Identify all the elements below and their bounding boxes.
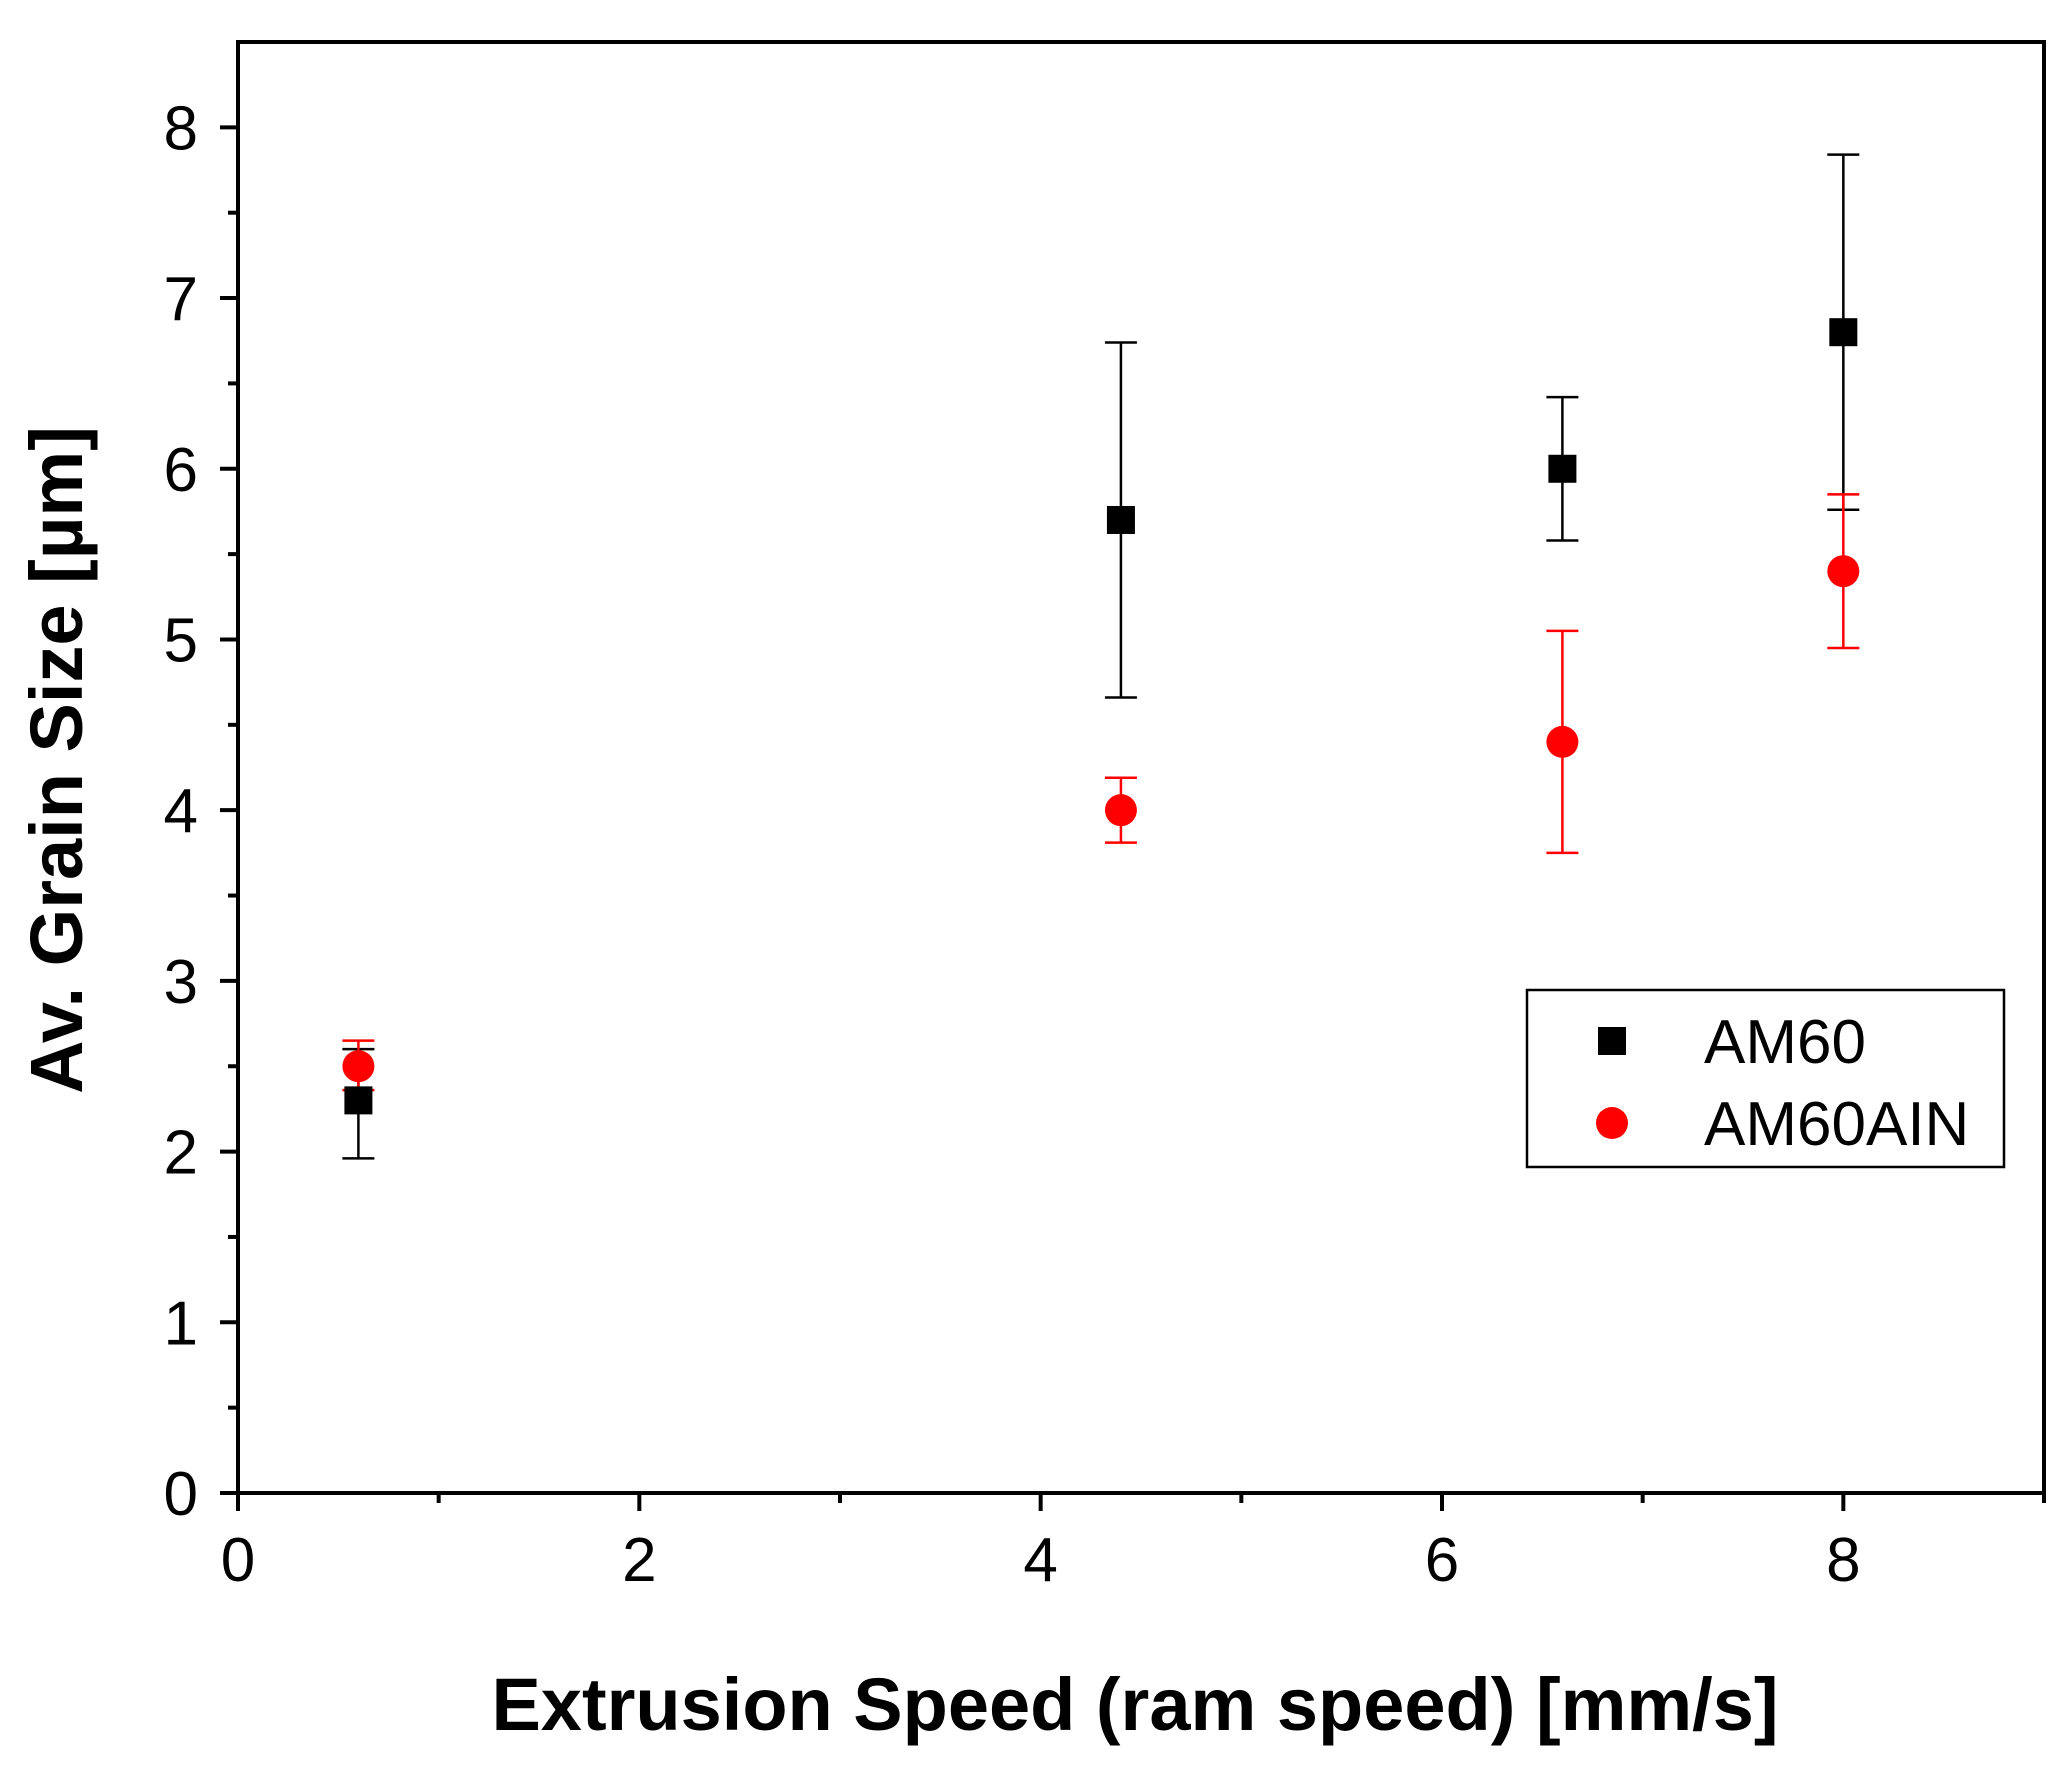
legend-marker-circle (1596, 1107, 1628, 1139)
y-tick-label: 7 (164, 265, 198, 334)
x-tick-label: 6 (1425, 1526, 1459, 1595)
data-point-square (1106, 505, 1135, 534)
data-point-circle (342, 1050, 375, 1083)
x-tick-label: 2 (622, 1526, 656, 1595)
y-tick-label: 4 (164, 777, 198, 846)
x-tick-label: 0 (221, 1526, 255, 1595)
legend-label: AM60AIN (1704, 1090, 1969, 1159)
plot-area (236, 40, 2046, 1495)
data-point-square (1548, 454, 1577, 483)
y-tick-label: 2 (164, 1119, 198, 1188)
y-tick-label: 6 (164, 436, 198, 505)
y-tick-label: 0 (164, 1460, 198, 1529)
axis-ticks: 0 2 4 6 8 0 1 2 3 4 5 6 7 8 (164, 94, 2046, 1595)
data-point-circle (1827, 555, 1860, 588)
y-tick-label: 3 (164, 948, 198, 1017)
x-axis-title: Extrusion Speed (ram speed) [mm/s] (491, 1663, 1778, 1746)
data-point-circle (1104, 794, 1137, 827)
data-point-square (344, 1086, 373, 1115)
data-markers (342, 318, 1860, 1115)
legend: AM60 AM60AIN (1525, 988, 2006, 1169)
y-axis-title: Av. Grain Size [µm] (15, 426, 98, 1094)
data-point-square (1829, 318, 1858, 347)
x-tick-label: 4 (1023, 1526, 1057, 1595)
legend-marker-square (1598, 1027, 1626, 1055)
y-tick-label: 5 (164, 606, 198, 675)
data-point-circle (1546, 725, 1579, 758)
legend-label: AM60 (1704, 1008, 1866, 1077)
plot-frame (236, 40, 2046, 1495)
y-tick-label: 1 (164, 1289, 198, 1358)
x-tick-label: 8 (1826, 1526, 1860, 1595)
y-tick-label: 8 (164, 94, 198, 163)
